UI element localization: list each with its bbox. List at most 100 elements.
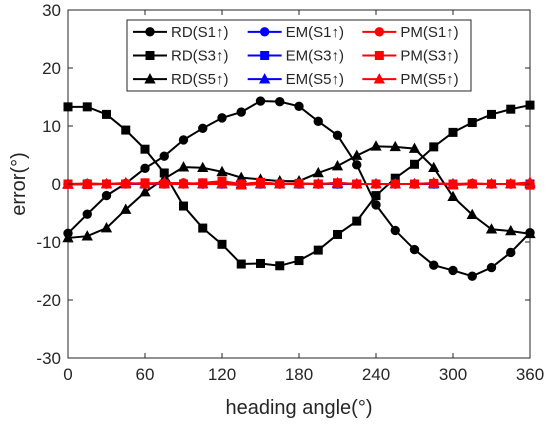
legend-item: RD(S1↑)	[133, 24, 229, 41]
data-point	[332, 130, 343, 140]
data-point	[102, 109, 111, 119]
legend-marker	[144, 73, 156, 84]
data-point	[177, 177, 190, 189]
legend-label: PM(S1↑)	[400, 24, 458, 41]
data-point	[313, 116, 323, 127]
data-point	[312, 166, 324, 178]
legend: RD(S1↑) RD(S3↑) RD(S5↑) EM(S1↑) EM(S3↑) EM(S5…	[126, 19, 472, 92]
data-point	[63, 102, 73, 112]
legend-marker	[374, 27, 385, 37]
data-point	[408, 177, 421, 189]
data-point	[408, 142, 421, 153]
data-point	[121, 125, 131, 135]
x-tick-label: 0	[63, 365, 72, 384]
data-point	[139, 177, 151, 189]
data-point	[236, 259, 246, 269]
data-point	[100, 222, 113, 233]
data-point	[486, 262, 497, 273]
legend-marker	[374, 51, 384, 60]
data-point	[485, 177, 498, 189]
x-tick-label: 60	[136, 365, 155, 384]
legend-marker	[373, 73, 385, 84]
data-point	[312, 177, 324, 189]
data-point	[81, 230, 93, 241]
y-tick-label: 0	[52, 175, 61, 194]
x-tick-label: 120	[208, 365, 236, 384]
data-point	[236, 107, 246, 117]
data-point	[485, 223, 498, 234]
data-point	[525, 100, 535, 110]
data-point	[197, 177, 209, 189]
data-point	[390, 225, 400, 236]
data-point	[313, 245, 323, 255]
data-point	[429, 142, 439, 152]
data-point	[352, 160, 362, 170]
y-tick-label: -30	[36, 349, 61, 368]
data-point	[82, 102, 92, 112]
legend-label: EM(S1↑)	[286, 24, 344, 41]
legend-label: PM(S5↑)	[400, 71, 458, 88]
data-point	[140, 144, 150, 154]
data-point	[352, 216, 362, 226]
data-point	[409, 244, 420, 255]
data-point	[81, 177, 93, 189]
legend-item: EM(S3↑)	[247, 48, 344, 65]
x-tick-label: 360	[516, 365, 544, 384]
data-point	[331, 159, 344, 171]
series-1	[63, 100, 535, 271]
data-point	[487, 109, 496, 119]
data-point	[140, 163, 150, 174]
data-point	[505, 177, 517, 189]
data-point	[275, 261, 285, 271]
legend-label: EM(S3↑)	[286, 48, 344, 65]
legend-marker	[145, 51, 155, 60]
data-point	[120, 203, 132, 214]
data-point	[447, 179, 459, 190]
data-point	[294, 256, 304, 266]
y-tick-label: 30	[42, 1, 61, 20]
legend-label: EM(S5↑)	[286, 71, 344, 88]
data-point	[216, 177, 228, 189]
legend-label: PM(S3↑)	[400, 48, 458, 65]
x-tick-label: 240	[362, 365, 390, 384]
data-point	[370, 140, 382, 151]
legend-box	[126, 19, 472, 92]
data-point	[506, 247, 516, 258]
y-tick-label: -10	[36, 233, 61, 252]
data-point	[179, 201, 188, 211]
data-point	[274, 177, 286, 189]
data-point	[524, 227, 536, 239]
data-point	[294, 101, 304, 111]
x-axis-title: heading angle(°)	[226, 397, 373, 419]
data-point	[333, 229, 342, 239]
data-point	[197, 161, 209, 173]
legend-marker	[259, 73, 271, 84]
legend-item: EM(S5↑)	[247, 71, 344, 88]
data-point	[428, 161, 440, 173]
data-point	[158, 176, 170, 187]
data-point	[254, 177, 267, 189]
data-point	[506, 104, 516, 114]
data-point	[429, 260, 439, 270]
data-point	[293, 177, 305, 189]
data-point	[351, 149, 363, 160]
data-point	[256, 258, 265, 268]
data-point	[448, 265, 458, 276]
data-point	[466, 177, 478, 189]
data-point	[371, 200, 381, 210]
data-point	[255, 96, 266, 106]
series-layer	[62, 96, 536, 281]
data-point	[467, 118, 477, 128]
data-point	[389, 177, 401, 189]
data-point	[101, 190, 112, 201]
x-tick-label: 180	[285, 365, 313, 384]
legend-marker	[145, 27, 155, 37]
x-tick-label: 300	[439, 365, 467, 384]
data-point	[275, 96, 285, 107]
data-point	[448, 127, 458, 137]
data-point	[198, 123, 208, 134]
legend-marker	[259, 27, 270, 37]
data-point	[428, 176, 440, 188]
data-point	[467, 271, 477, 281]
data-point	[410, 159, 419, 169]
